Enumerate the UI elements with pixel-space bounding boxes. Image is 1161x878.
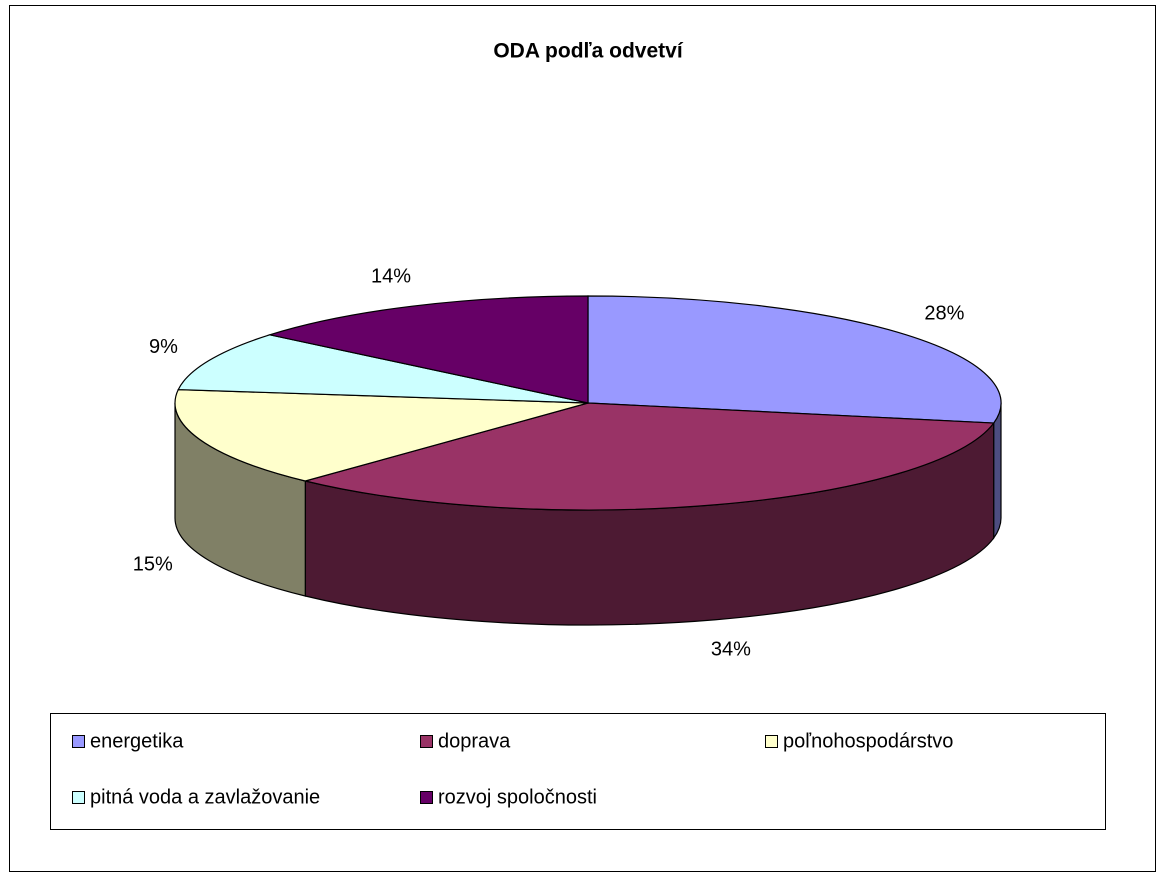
data-label: 14%	[371, 265, 411, 287]
slice	[302, 402, 995, 511]
legend-swatch	[420, 735, 433, 748]
slice	[177, 334, 589, 404]
legend-label: doprava	[438, 730, 511, 752]
slice	[267, 295, 589, 404]
data-label: 9%	[149, 336, 178, 358]
legend-label: rozvoj spoločnosti	[438, 786, 597, 808]
legend-swatch	[420, 791, 433, 804]
chart-title: ODA podľa odvetví	[493, 40, 683, 63]
data-label: 15%	[133, 553, 173, 575]
legend-label: pitná voda a zavlažovanie	[90, 786, 320, 808]
legend-box	[50, 713, 1106, 830]
data-label: 28%	[924, 303, 964, 325]
legend-swatch	[72, 791, 85, 804]
legend-label: poľnohospodárstvo	[783, 730, 953, 752]
slice	[587, 295, 1002, 424]
data-label: 34%	[711, 639, 751, 661]
legend-swatch	[72, 735, 85, 748]
slice	[174, 388, 589, 482]
legend-label: energetika	[90, 730, 184, 752]
slice-side	[993, 402, 1002, 540]
legend-swatch	[765, 735, 778, 748]
